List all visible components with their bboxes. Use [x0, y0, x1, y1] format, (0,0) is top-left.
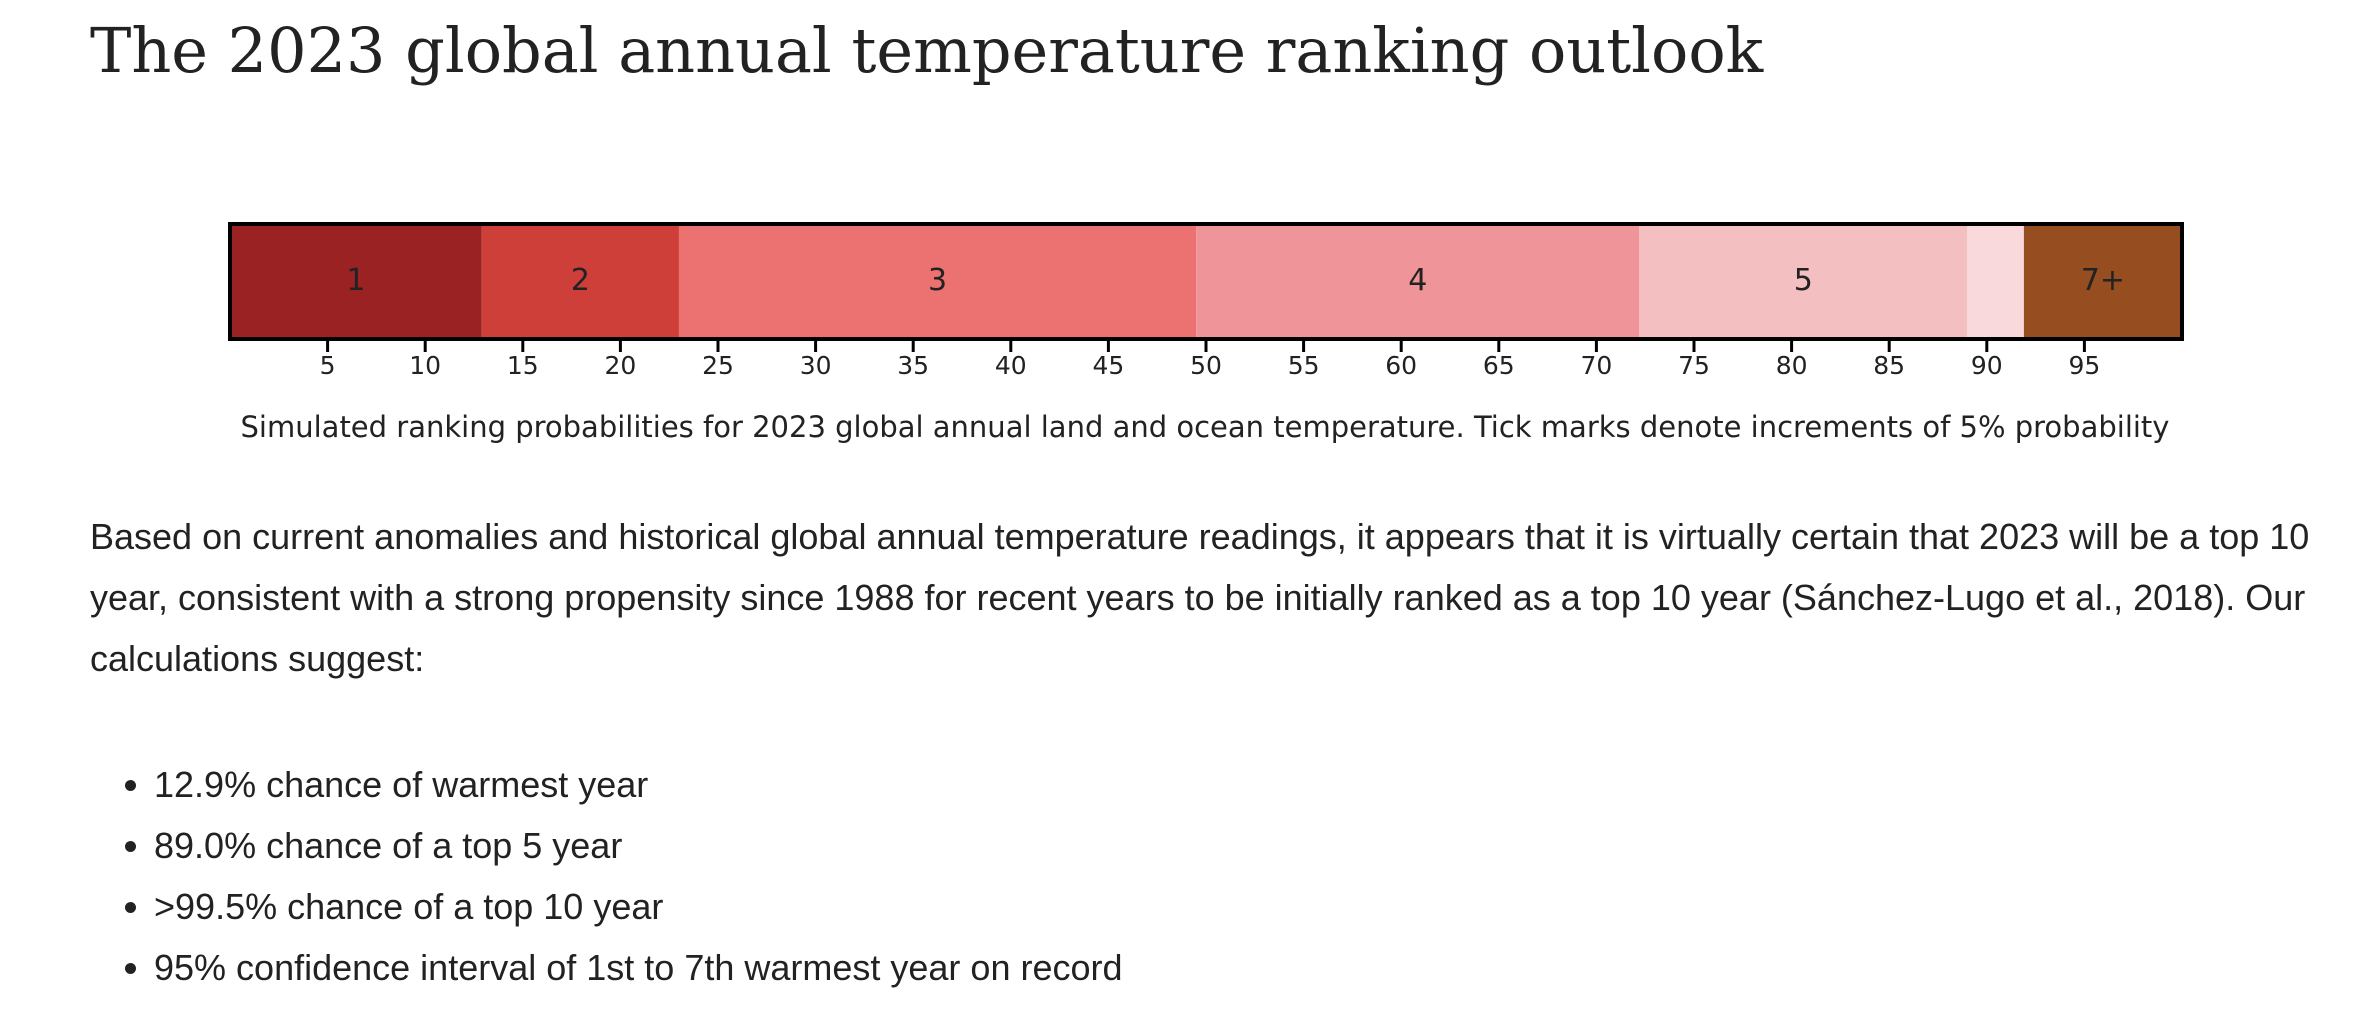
bar-segment	[1639, 224, 1968, 339]
x-tick-label: 45	[1092, 351, 1124, 380]
x-tick-label: 10	[409, 351, 441, 380]
x-tick-label: 85	[1873, 351, 1905, 380]
x-tick-label: 40	[995, 351, 1027, 380]
bullet-item: 89.0% chance of a top 5 year	[154, 815, 1123, 876]
bullet-item: 12.9% chance of warmest year	[154, 754, 1123, 815]
chart: Simulated ranking probabilities for 2023…	[228, 222, 2184, 444]
segment-label: 3	[928, 263, 947, 298]
x-tick-label: 80	[1776, 351, 1808, 380]
x-tick-label: 20	[604, 351, 636, 380]
x-tick-label: 55	[1288, 351, 1320, 380]
x-tick-label: 5	[320, 351, 336, 380]
x-tick-label: 15	[507, 351, 539, 380]
bullet-list: 12.9% chance of warmest year89.0% chance…	[90, 754, 1123, 998]
body-paragraph: Based on current anomalies and historica…	[90, 516, 2310, 679]
x-tick-label: 30	[800, 351, 832, 380]
segment-label: 1	[346, 263, 365, 298]
bar-segment	[1967, 224, 2024, 339]
page-title: The 2023 global annual temperature ranki…	[90, 14, 1764, 87]
bullet-item: 95% confidence interval of 1st to 7th wa…	[154, 937, 1123, 998]
chart-caption: Simulated ranking probabilities for 2023…	[241, 410, 2170, 444]
bar-segment	[481, 224, 679, 339]
x-tick-label: 65	[1483, 351, 1515, 380]
segment-label: 7+	[2081, 263, 2125, 298]
x-tick-label: 25	[702, 351, 734, 380]
segment-label: 4	[1408, 263, 1427, 298]
x-tick-label: 90	[1971, 351, 2003, 380]
segment-label: 2	[571, 263, 590, 298]
x-tick-label: 95	[2068, 351, 2100, 380]
x-tick-label: 75	[1678, 351, 1710, 380]
bar-segment	[678, 224, 1197, 339]
bar-segment	[230, 224, 482, 339]
x-tick-label: 60	[1385, 351, 1417, 380]
bullet-item: >99.5% chance of a top 10 year	[154, 876, 1123, 937]
bar-segment	[2023, 224, 2182, 339]
x-tick-label: 50	[1190, 351, 1222, 380]
x-tick-label: 70	[1580, 351, 1612, 380]
x-tick-label: 35	[897, 351, 929, 380]
segment-label: 5	[1794, 263, 1813, 298]
bar-segment	[1196, 224, 1640, 339]
